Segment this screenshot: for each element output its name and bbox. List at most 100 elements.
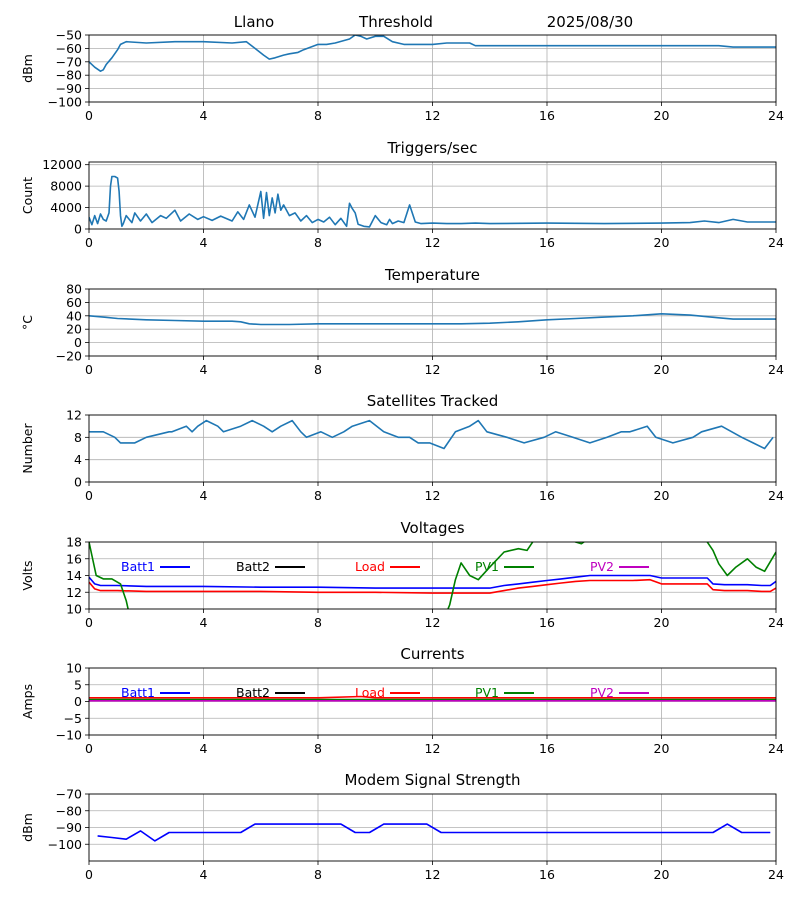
x-tick-label: 20	[654, 108, 670, 123]
header-mode: Threshold	[358, 13, 433, 31]
header-station: Llano	[234, 13, 274, 31]
legend-label-batt1: Batt1	[121, 685, 155, 700]
y-tick-label: −20	[56, 349, 82, 364]
legend-label-pv1: PV1	[475, 559, 499, 574]
y-tick-label: 12	[66, 585, 82, 600]
y-tick-label: 4000	[50, 200, 82, 215]
series-line-load	[89, 578, 776, 594]
y-axis-label: Amps	[20, 684, 35, 719]
y-tick-label: −70	[56, 54, 82, 69]
y-axis-label: dBm	[20, 54, 35, 83]
y-tick-label: 12	[66, 408, 82, 423]
y-tick-label: 5	[74, 677, 82, 692]
y-tick-label: −50	[56, 28, 82, 43]
x-tick-label: 8	[314, 741, 322, 756]
y-tick-label: 4	[74, 452, 82, 467]
x-tick-label: 8	[314, 362, 322, 377]
x-tick-label: 4	[200, 867, 208, 882]
x-tick-label: 24	[768, 108, 784, 123]
x-tick-label: 20	[654, 741, 670, 756]
x-tick-label: 16	[539, 867, 555, 882]
x-tick-label: 20	[654, 488, 670, 503]
y-tick-label: 12000	[42, 157, 82, 172]
y-tick-label: −80	[56, 803, 82, 818]
legend-label-load: Load	[355, 685, 385, 700]
panel-1: 0 4 8 12 16 20 24 −100−90−80−70−60−50 dBm	[20, 28, 784, 124]
y-tick-label: 14	[66, 568, 82, 583]
x-tick-label: 24	[768, 235, 784, 250]
y-tick-label: 60	[66, 295, 82, 310]
x-tick-label: 12	[425, 488, 441, 503]
x-tick-label: 8	[314, 488, 322, 503]
legend-label-batt2: Batt2	[236, 685, 270, 700]
y-tick-label: 8	[74, 430, 82, 445]
y-axis-label: Number	[20, 423, 35, 474]
y-tick-label: 0	[74, 222, 82, 237]
x-tick-label: 12	[425, 615, 441, 630]
y-tick-label: 0	[74, 694, 82, 709]
panel-title: Modem Signal Strength	[345, 771, 521, 789]
legend-label-batt1: Batt1	[121, 559, 155, 574]
x-tick-label: 12	[425, 108, 441, 123]
panel-title: Voltages	[400, 519, 464, 537]
series-line-pv1	[89, 542, 776, 609]
x-tick-label: 0	[85, 741, 93, 756]
series-line-1	[89, 175, 776, 228]
panel-title: Satellites Tracked	[367, 392, 498, 410]
series-line-1	[89, 35, 776, 72]
x-tick-label: 24	[768, 488, 784, 503]
y-tick-label: 18	[66, 535, 82, 550]
x-tick-label: 12	[425, 867, 441, 882]
legend-label-pv2: PV2	[590, 559, 614, 574]
panel-7: 0 4 8 12 16 20 24 −100 −90 −80−70 Modem Signal Str…	[20, 771, 784, 882]
series-line-1	[89, 312, 776, 326]
x-tick-label: 12	[425, 235, 441, 250]
y-tick-label: 0	[74, 335, 82, 350]
x-tick-label: 16	[539, 615, 555, 630]
x-tick-label: 16	[539, 108, 555, 123]
y-tick-label: −100	[48, 837, 82, 852]
legend-label-pv2: PV2	[590, 685, 614, 700]
legend-label-load: Load	[355, 559, 385, 574]
y-axis-label: Count	[20, 177, 35, 214]
x-tick-label: 4	[200, 741, 208, 756]
y-tick-label: −100	[48, 95, 82, 110]
panel-title: Currents	[400, 645, 464, 663]
panel-title: Triggers/sec	[387, 139, 478, 157]
x-tick-label: 24	[768, 741, 784, 756]
y-tick-label: 16	[66, 551, 82, 566]
y-tick-label: −70	[56, 787, 82, 802]
x-tick-label: 16	[539, 488, 555, 503]
x-tick-label: 16	[539, 235, 555, 250]
x-tick-label: 0	[85, 615, 93, 630]
y-axis-label: dBm	[20, 813, 35, 842]
x-tick-label: 16	[539, 362, 555, 377]
x-tick-label: 0	[85, 235, 93, 250]
header-date: 2025/08/30	[547, 13, 633, 31]
x-tick-label: 4	[200, 362, 208, 377]
panel-2: 0 4 8 12 16 20 24 0 4000 8000 12000 Triggers/sec Cou…	[20, 139, 784, 250]
legend-label-pv1: PV1	[475, 685, 499, 700]
y-tick-label: 80	[66, 282, 82, 297]
x-tick-label: 8	[314, 108, 322, 123]
x-tick-label: 20	[654, 362, 670, 377]
x-tick-label: 0	[85, 867, 93, 882]
x-tick-label: 20	[654, 235, 670, 250]
x-tick-label: 20	[654, 867, 670, 882]
x-tick-label: 16	[539, 741, 555, 756]
y-tick-label: 8000	[50, 179, 82, 194]
series-line-1	[89, 419, 774, 450]
x-tick-label: 4	[200, 235, 208, 250]
y-tick-label: 10	[66, 602, 82, 617]
x-tick-label: 4	[200, 488, 208, 503]
series-line-1	[97, 823, 771, 842]
x-tick-label: 0	[85, 108, 93, 123]
x-tick-label: 0	[85, 362, 93, 377]
series-line-batt1	[89, 574, 776, 589]
y-tick-label: 0	[74, 475, 82, 490]
x-tick-label: 24	[768, 615, 784, 630]
panel-title: Temperature	[384, 266, 480, 284]
y-tick-label: −60	[56, 41, 82, 56]
